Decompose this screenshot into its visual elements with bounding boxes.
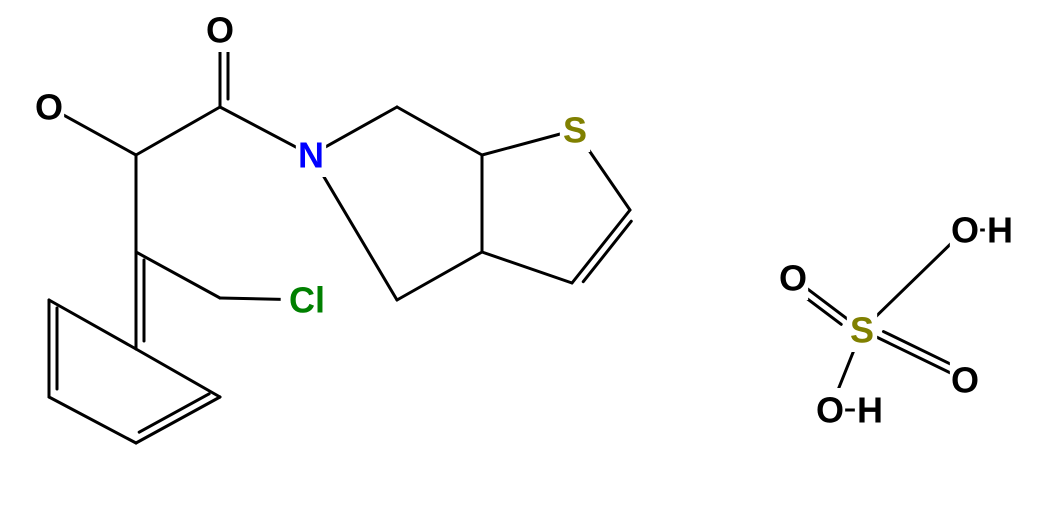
atom-H: H [987, 210, 1013, 251]
bonds-layer [49, 42, 988, 443]
bond [139, 394, 209, 432]
atom-S: S [563, 110, 587, 151]
atom-O: O [206, 10, 234, 51]
bond [136, 107, 220, 155]
atom-O: O [816, 390, 844, 431]
bond [321, 107, 397, 149]
bond [136, 252, 220, 298]
molecule-diagram: OONClSOSOOOHH [0, 0, 1052, 507]
bond [397, 252, 482, 300]
bond [49, 397, 136, 443]
bond [220, 107, 300, 149]
atom-Cl: Cl [289, 280, 325, 321]
atom-O: O [951, 360, 979, 401]
bond [136, 349, 220, 397]
bond [572, 210, 630, 283]
atom-S: S [850, 310, 874, 351]
bond [583, 221, 631, 281]
bond [49, 300, 136, 349]
atom-O: O [35, 87, 63, 128]
atom-H: H [857, 390, 883, 431]
bond [397, 107, 482, 155]
bond [482, 252, 572, 283]
atom-O: O [951, 210, 979, 251]
bond [803, 285, 853, 323]
atoms-layer: OONClSOSOOOHH [34, 8, 1015, 432]
bond [871, 238, 957, 321]
atom-O: O [779, 258, 807, 299]
bond [220, 298, 287, 300]
bond [482, 133, 563, 155]
bond [136, 397, 220, 443]
bond [873, 335, 954, 375]
bond [60, 113, 136, 155]
atom-N: N [298, 135, 324, 176]
bond [883, 332, 950, 365]
